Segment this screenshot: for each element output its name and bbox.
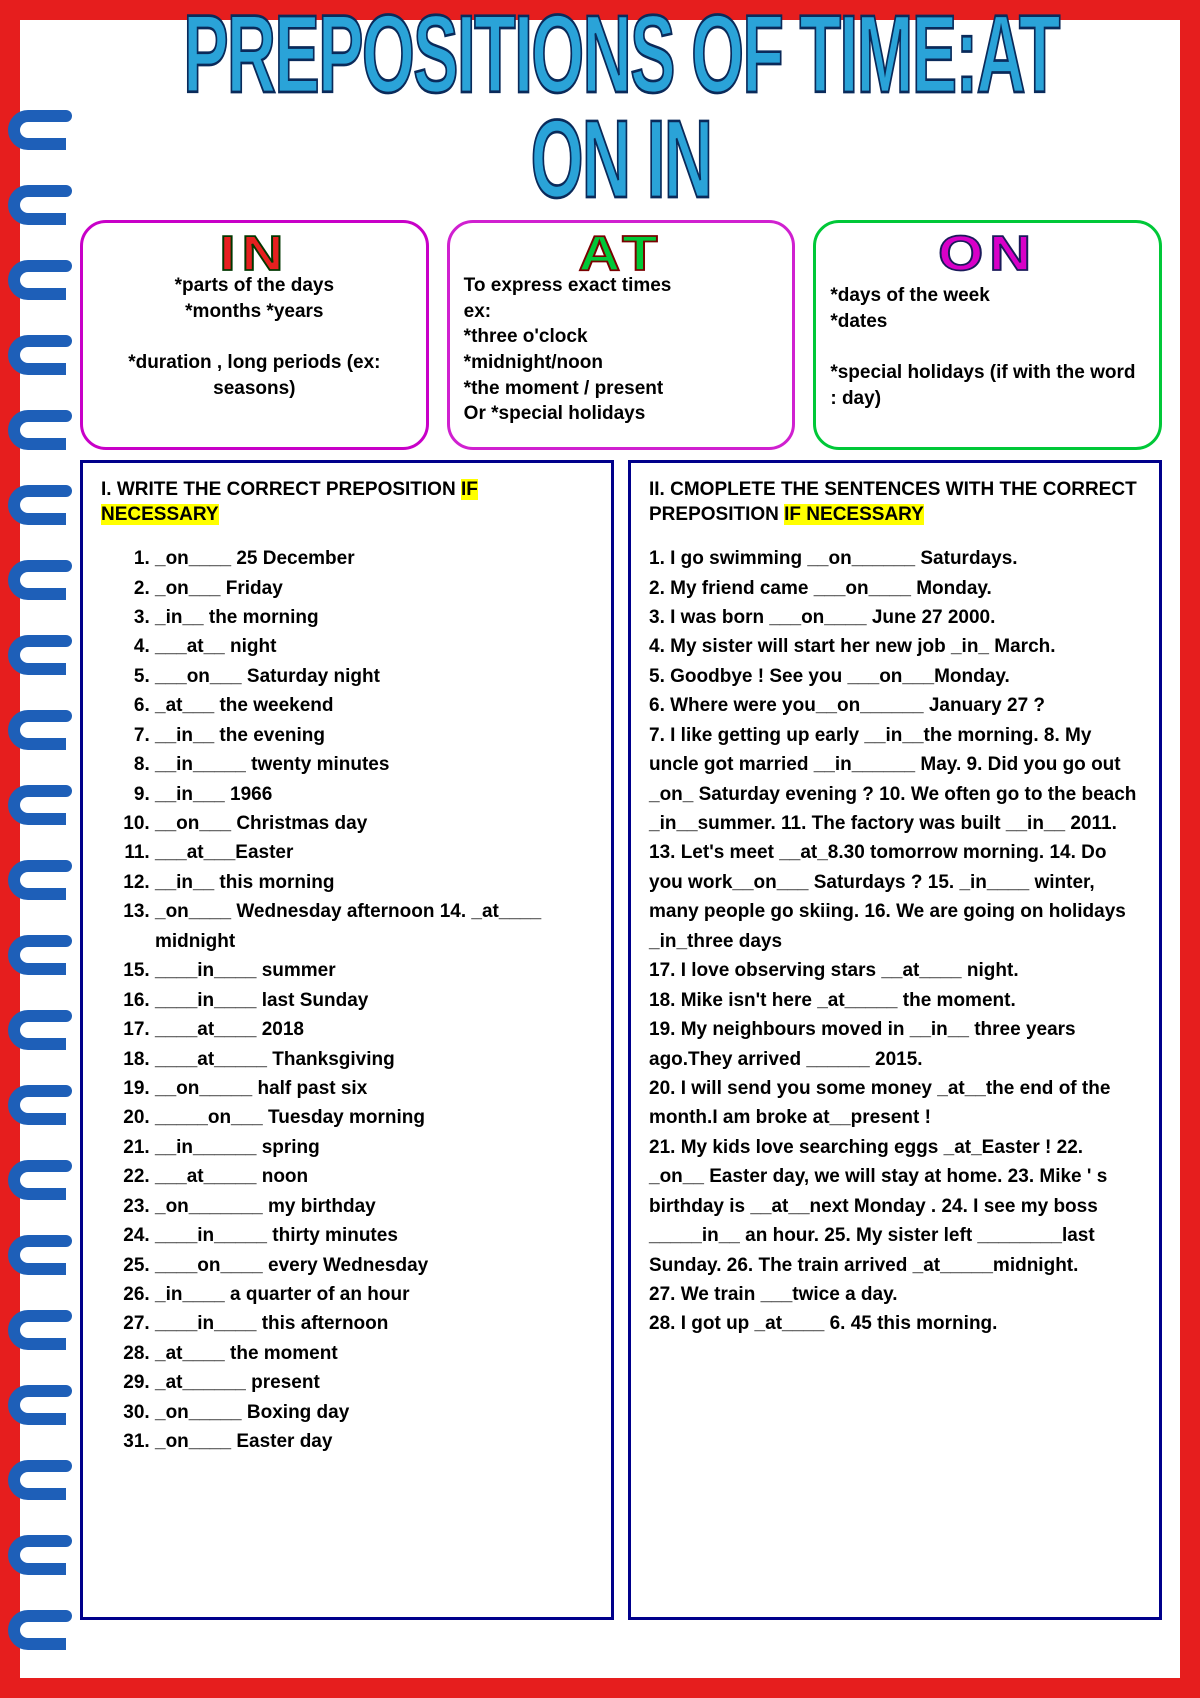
page-inner: PREPOSITIONS OF TIME:AT ON IN IN *parts … — [20, 20, 1180, 1678]
list-item: ____in____ last Sunday — [155, 986, 593, 1015]
list-item: _on___ Friday — [155, 574, 593, 603]
spiral-ring — [8, 485, 66, 525]
spiral-ring — [8, 935, 66, 975]
list-item: _on_______ my birthday — [155, 1192, 593, 1221]
list-item: ____at____ 2018 — [155, 1015, 593, 1044]
spiral-ring — [8, 1460, 66, 1500]
exercise-2-body: 1. I go swimming __on______ Saturdays. 2… — [649, 544, 1141, 1339]
spiral-ring — [8, 335, 66, 375]
list-item: _on____ 25 December — [155, 544, 593, 573]
spiral-ring — [8, 1235, 66, 1275]
list-item: ____in____ summer — [155, 956, 593, 985]
exercise-2-title-hl: IF NECESSARY — [784, 504, 924, 525]
list-item: ____on____ every Wednesday — [155, 1251, 593, 1280]
page-frame: PREPOSITIONS OF TIME:AT ON IN IN *parts … — [0, 0, 1200, 1698]
list-item: ____in_____ thirty minutes — [155, 1221, 593, 1250]
box-on-body: *days of the week *dates *special holida… — [830, 273, 1145, 411]
exercise-1-title: I. WRITE THE CORRECT PREPOSITION IF NECE… — [101, 477, 593, 528]
spiral-ring — [8, 260, 66, 300]
exercise-1-title-a: I. WRITE THE CORRECT PREPOSITION — [101, 479, 461, 500]
spiral-ring — [8, 785, 66, 825]
spiral-ring — [8, 1385, 66, 1425]
list-item: _on_____ Boxing day — [155, 1398, 593, 1427]
list-item: ___at___Easter — [155, 838, 593, 867]
list-item: ____in____ this afternoon — [155, 1309, 593, 1338]
list-item: ___at_____ noon — [155, 1162, 593, 1191]
list-item: __in___ 1966 — [155, 780, 593, 809]
list-item: __in_____ twenty minutes — [155, 750, 593, 779]
box-on-head: ON — [830, 234, 1145, 273]
list-item: _at______ present — [155, 1368, 593, 1397]
box-on: ON *days of the week *dates *special hol… — [813, 220, 1162, 450]
spiral-ring — [8, 1085, 66, 1125]
box-in: IN *parts of the days *months *years *du… — [80, 220, 429, 450]
page-title: PREPOSITIONS OF TIME:AT ON IN — [172, 3, 1070, 213]
list-item: __on_____ half past six — [155, 1074, 593, 1103]
spiral-ring — [8, 860, 66, 900]
box-in-head: IN — [97, 234, 412, 273]
list-item: _in____ a quarter of an hour — [155, 1280, 593, 1309]
spiral-ring — [8, 185, 66, 225]
exercise-1: I. WRITE THE CORRECT PREPOSITION IF NECE… — [80, 460, 614, 1620]
exercise-2-title: II. CMOPLETE THE SENTENCES WITH THE CORR… — [649, 477, 1141, 528]
list-item: _____on___ Tuesday morning — [155, 1103, 593, 1132]
exercises-row: I. WRITE THE CORRECT PREPOSITION IF NECE… — [80, 460, 1162, 1620]
spiral-ring — [8, 710, 66, 750]
spiral-ring — [8, 560, 66, 600]
list-item: _on____ Wednesday afternoon 14. _at____ … — [155, 897, 593, 956]
list-item: _on____ Easter day — [155, 1427, 593, 1456]
rules-boxes: IN *parts of the days *months *years *du… — [80, 220, 1162, 450]
list-item: _at___ the weekend — [155, 691, 593, 720]
list-item: __in______ spring — [155, 1133, 593, 1162]
list-item: __on___ Christmas day — [155, 809, 593, 838]
list-item: ___on___ Saturday night — [155, 662, 593, 691]
spiral-ring — [8, 1310, 66, 1350]
box-at: AT To express exact times ex: *three o'c… — [447, 220, 796, 450]
exercise-2: II. CMOPLETE THE SENTENCES WITH THE CORR… — [628, 460, 1162, 1620]
spiral-ring — [8, 410, 66, 450]
list-item: _in__ the morning — [155, 603, 593, 632]
list-item: __in__ the evening — [155, 721, 593, 750]
box-in-body: *parts of the days *months *years *durat… — [97, 273, 412, 401]
list-item: ___at__ night — [155, 632, 593, 661]
list-item: ____at_____ Thanksgiving — [155, 1045, 593, 1074]
exercise-1-list: _on____ 25 December_on___ Friday_in__ th… — [101, 544, 593, 1457]
spiral-ring — [8, 1535, 66, 1575]
spiral-ring — [8, 1160, 66, 1200]
spiral-ring — [8, 1010, 66, 1050]
list-item: _at____ the moment — [155, 1339, 593, 1368]
box-at-body: To express exact times ex: *three o'cloc… — [464, 273, 779, 427]
spiral-ring — [8, 1610, 66, 1650]
list-item: __in__ this morning — [155, 868, 593, 897]
box-at-head: AT — [464, 234, 779, 273]
spiral-ring — [8, 110, 66, 150]
spiral-ring — [8, 635, 66, 675]
